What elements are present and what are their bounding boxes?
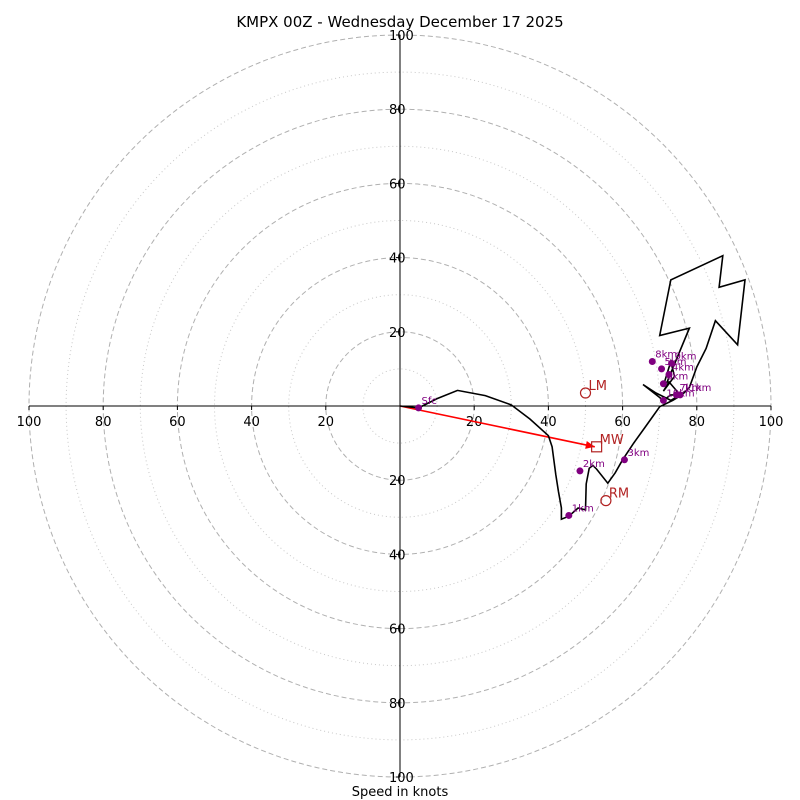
storm-motion-label: MW [600, 433, 624, 448]
height-marker-dot [415, 404, 423, 412]
height-marker-label: 1km [572, 503, 594, 514]
y-tick-label: 80 [389, 697, 406, 712]
storm-motion-label: RM [609, 487, 629, 502]
height-marker-label: 8km [655, 349, 677, 360]
x-tick-label: 60 [169, 415, 186, 430]
x-tick-label: 60 [614, 415, 631, 430]
height-marker-label: 6km [666, 372, 688, 383]
height-marker-label: 2km [583, 459, 605, 470]
height-marker-dot [659, 396, 667, 404]
height-marker-label: 11km [683, 383, 711, 394]
height-marker-dot [648, 357, 656, 365]
storm-motion-label: LM [589, 379, 607, 394]
x-tick-label: 100 [759, 415, 784, 430]
storm-motion-marker [600, 495, 612, 507]
hodograph-trace-group [399, 254, 746, 521]
x-tick-label: 40 [243, 415, 260, 430]
height-markers: Sfc1km2km3km4km5km6km7km8km9km10km11km [415, 349, 711, 519]
hodograph-trace [399, 254, 746, 521]
y-tick-label: 20 [389, 474, 406, 489]
x-tick-label: 80 [689, 415, 706, 430]
height-marker-label: 3km [627, 448, 649, 459]
y-tick-label: 100 [389, 771, 414, 786]
x-tick-label: 80 [95, 415, 112, 430]
y-tick-label: 40 [389, 252, 406, 267]
y-tick-label: 60 [389, 177, 406, 192]
storm-motion-markers: LM MW RM [579, 379, 629, 507]
x-tick-label: 100 [17, 415, 42, 430]
height-marker-dot [676, 391, 684, 399]
x-tick-label: 40 [540, 415, 557, 430]
y-tick-label: 20 [389, 326, 406, 341]
height-marker-dot [658, 365, 666, 373]
chart-title: KMPX 00Z - Wednesday December 17 2025 [236, 13, 563, 31]
height-marker-dot [665, 370, 673, 378]
x-tick-label: 20 [466, 415, 483, 430]
height-marker-label: 7km [679, 383, 701, 394]
height-marker-label: 4km [672, 362, 694, 373]
y-tick-label: 100 [389, 29, 414, 44]
shear-vector-line [399, 405, 595, 448]
height-marker-dot [620, 456, 628, 464]
height-marker-dot [668, 359, 676, 367]
tick-labels: 100 80 60 40 20 20 40 60 80 100 100 80 60 40 20 20 40 60 8… [17, 29, 784, 786]
height-marker-label: Sfc [422, 396, 437, 407]
height-marker-dot [576, 467, 584, 475]
height-marker-label: 5km [665, 357, 687, 368]
shear-vector-arrowhead [585, 441, 595, 449]
x-tick-label: 20 [318, 415, 335, 430]
y-tick-label: 80 [389, 103, 406, 118]
height-marker-dot [565, 511, 573, 519]
height-marker-dot [659, 380, 667, 388]
storm-motion-marker [579, 387, 592, 399]
shear-vector-group [399, 405, 595, 449]
height-marker-label: 9km [675, 351, 697, 362]
x-axis-title: Speed in knots [352, 785, 449, 800]
storm-motion-marker [591, 441, 603, 453]
y-tick-label: 60 [389, 623, 406, 638]
y-tick-label: 40 [389, 548, 406, 563]
